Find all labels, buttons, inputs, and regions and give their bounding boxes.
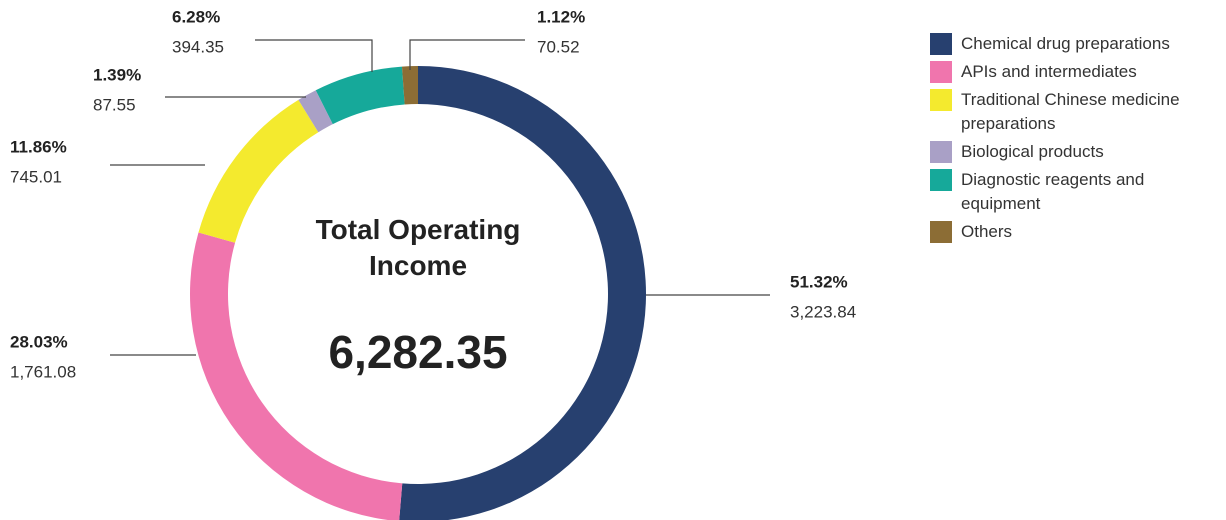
legend-label: Biological products <box>961 142 1104 161</box>
legend-swatch <box>930 89 952 111</box>
value-label: 1,761.08 <box>10 362 76 381</box>
legend-label: Others <box>961 222 1013 241</box>
legend-item: APIs and intermediates <box>930 60 1196 84</box>
value-label: 3,223.84 <box>790 302 856 321</box>
leader-line <box>409 39 525 70</box>
percent-label: 28.03% <box>10 332 68 351</box>
donut-slice <box>399 66 646 520</box>
value-label: 394.35 <box>172 37 224 56</box>
legend-swatch <box>930 33 952 55</box>
percent-label: 51.32% <box>790 272 848 291</box>
legend-label: Diagnostic reagents and equipment <box>961 170 1145 213</box>
legend-item: Others <box>930 220 1196 244</box>
donut-slice <box>190 232 403 520</box>
legend-label: Chemical drug preparations <box>961 34 1170 53</box>
legend-label: Traditional Chinese medicine preparation… <box>961 90 1180 133</box>
donut-slice <box>401 66 418 105</box>
legend-label: APIs and intermediates <box>961 62 1137 81</box>
percent-label: 6.28% <box>172 7 220 26</box>
total-label: 6,282.35 <box>328 326 508 378</box>
donut-slice <box>198 99 319 243</box>
legend-swatch <box>930 61 952 83</box>
legend-swatch <box>930 141 952 163</box>
value-label: 70.52 <box>537 37 580 56</box>
legend: Chemical drug preparations APIs and inter… <box>930 32 1196 248</box>
legend-item: Diagnostic reagents and equipment <box>930 168 1196 216</box>
percent-label: 1.39% <box>93 65 141 84</box>
center-label: Total Operating Income <box>315 214 521 281</box>
donut-slice <box>315 66 405 125</box>
value-label: 745.01 <box>10 167 62 186</box>
legend-item: Biological products <box>930 140 1196 164</box>
legend-swatch <box>930 169 952 191</box>
donut-slice <box>298 90 333 133</box>
value-label: 87.55 <box>93 95 136 114</box>
legend-item: Chemical drug preparations <box>930 32 1196 56</box>
leader-line <box>255 39 373 72</box>
percent-label: 11.86% <box>10 137 67 156</box>
legend-swatch <box>930 221 952 243</box>
percent-label: 1.12% <box>537 7 585 26</box>
legend-item: Traditional Chinese medicine preparation… <box>930 88 1196 136</box>
